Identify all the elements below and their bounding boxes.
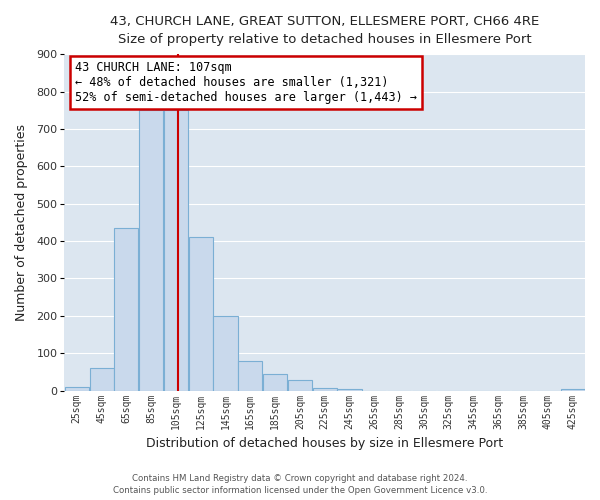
Bar — [337, 389, 362, 390]
Bar — [188, 238, 213, 390]
Bar — [238, 362, 262, 390]
Text: Contains HM Land Registry data © Crown copyright and database right 2024.
Contai: Contains HM Land Registry data © Crown c… — [113, 474, 487, 495]
Bar — [214, 316, 238, 390]
Y-axis label: Number of detached properties: Number of detached properties — [15, 124, 28, 321]
Bar — [263, 374, 287, 390]
X-axis label: Distribution of detached houses by size in Ellesmere Port: Distribution of detached houses by size … — [146, 437, 503, 450]
Bar — [89, 368, 113, 390]
Bar — [114, 228, 139, 390]
Bar — [65, 387, 89, 390]
Title: 43, CHURCH LANE, GREAT SUTTON, ELLESMERE PORT, CH66 4RE
Size of property relativ: 43, CHURCH LANE, GREAT SUTTON, ELLESMERE… — [110, 15, 539, 46]
Bar — [164, 110, 188, 390]
Bar — [560, 389, 584, 390]
Bar — [139, 110, 163, 390]
Bar — [313, 388, 337, 390]
Text: 43 CHURCH LANE: 107sqm
← 48% of detached houses are smaller (1,321)
52% of semi-: 43 CHURCH LANE: 107sqm ← 48% of detached… — [75, 61, 417, 104]
Bar — [288, 380, 312, 390]
